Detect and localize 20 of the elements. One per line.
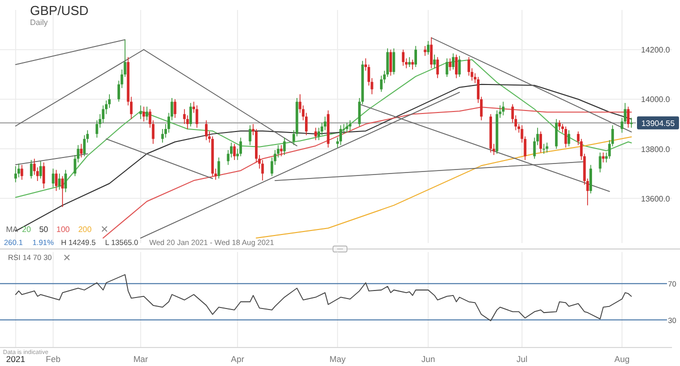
x-tick-label: Jul [516,354,528,364]
chart-title: GBP/USD [30,3,89,18]
legend-title: MA [6,225,19,234]
x-tick-label: May [330,354,346,364]
x-tick-label: 2021 [6,354,26,364]
text: 100 [56,225,70,234]
x-tick-label: Aug [614,354,630,364]
x-tick-label: Mar [133,354,148,364]
text: 20 [22,225,32,234]
x-tick-label: Feb [46,354,61,364]
text: 200 [78,225,92,234]
y-tick-label: 14200.0 [641,46,670,55]
x-tick-label: Apr [230,354,244,364]
y-tick-label: 14000.0 [641,95,670,104]
ref-line-label: 13904.55 [641,118,676,128]
series-label: 50 [39,225,49,234]
text: Daily [30,18,48,27]
x-tick-label: Jun [421,354,436,364]
y-tick-label: 13600.0 [641,194,670,204]
y-tick-label: 13800.0 [641,144,670,154]
